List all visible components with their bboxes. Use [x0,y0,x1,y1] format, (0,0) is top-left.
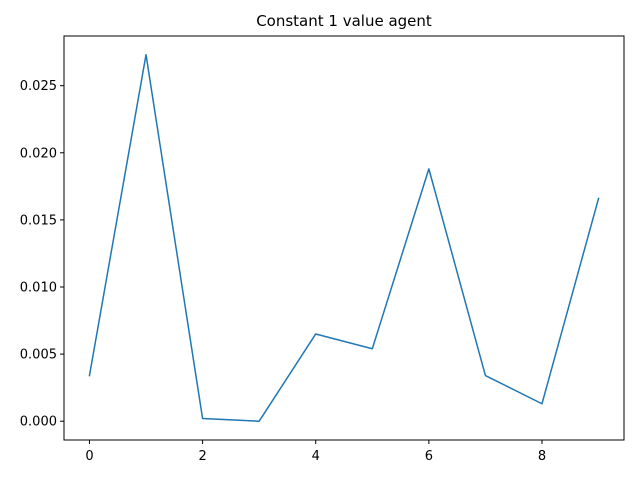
y-tick-label: 0.005 [20,348,57,363]
x-tick-label: 8 [538,449,546,464]
y-tick-label: 0.020 [20,146,57,161]
chart-title: Constant 1 value agent [256,12,432,30]
y-axis: 0.000 0.005 0.010 0.015 0.020 0.025 [20,79,64,430]
plot-area [88,54,600,422]
y-tick-label: 0.000 [20,415,57,430]
x-tick-label: 6 [425,449,433,464]
y-tick-label: 0.025 [20,79,57,94]
x-tick-label: 2 [198,449,206,464]
y-tick-label: 0.010 [20,280,57,295]
x-tick-label: 0 [85,449,93,464]
x-axis: 0 2 4 6 8 [85,440,546,464]
series-line-0 [88,54,600,422]
y-tick-label: 0.015 [20,213,57,228]
x-tick-label: 4 [312,449,320,464]
plot-frame [63,35,625,441]
